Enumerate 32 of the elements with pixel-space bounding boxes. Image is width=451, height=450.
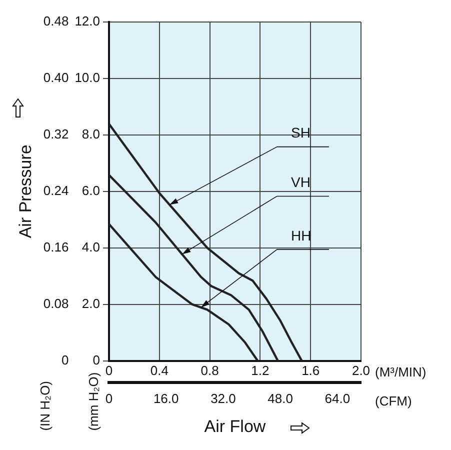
text: (IN H₂O) — [37, 380, 52, 431]
text: (CFM) — [375, 394, 412, 409]
y-tick-label: 0.32 — [43, 126, 69, 142]
y-tick-label: 0.16 — [43, 239, 69, 254]
y2-tick-label: 0 — [92, 352, 100, 368]
x2-tick-label: 64.0 — [324, 390, 350, 406]
y-axis-title: Air Pressure — [16, 144, 35, 238]
x-tick-label: 1.2 — [251, 363, 270, 378]
x2-tick-label: 0 — [105, 390, 113, 406]
x2-tick-label: 32.0 — [210, 390, 236, 406]
x-tick-label: 1.6 — [302, 363, 320, 378]
y-tick-label: 0.24 — [43, 182, 69, 198]
x-tick-label: 0 — [105, 363, 113, 378]
x-tick-label: 0.4 — [150, 363, 168, 378]
y2-tick-label: 2.0 — [82, 296, 100, 311]
x2-tick-label: 16.0 — [153, 390, 179, 406]
text: (mm H₂O) — [86, 372, 101, 431]
y2-tick-label: 12.0 — [74, 14, 100, 29]
x2-tick-label: 48.0 — [268, 390, 293, 406]
y2-tick-label: 4.0 — [82, 239, 100, 254]
text: (M³/MIN) — [375, 364, 426, 380]
y-tick-label: 0.48 — [43, 14, 69, 29]
y2-tick-label: 8.0 — [82, 126, 100, 142]
x-tick-label: 0.8 — [200, 363, 219, 378]
annotation: VH — [291, 174, 310, 190]
y2-tick-label: 10.0 — [74, 70, 100, 86]
x-axis-title: Air Flow — [204, 417, 266, 436]
y-tick-label: 0 — [61, 352, 69, 368]
x-tick-label: 2.0 — [352, 363, 370, 378]
y2-tick-label: 6.0 — [82, 182, 100, 198]
y-tick-label: 0.40 — [43, 70, 69, 86]
y-tick-label: 0.08 — [43, 296, 69, 311]
